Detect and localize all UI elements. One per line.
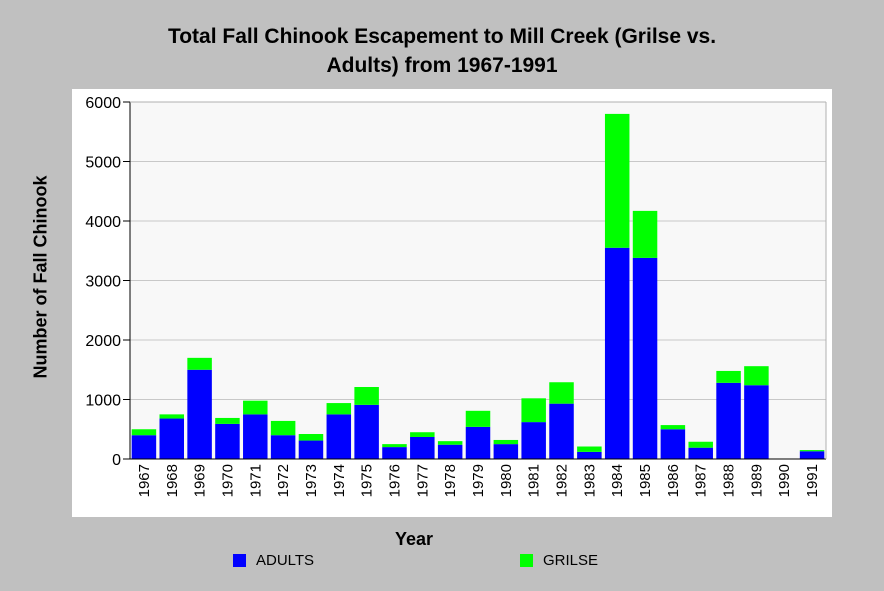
legend-item-grilse: GRILSE [520,552,598,569]
bar-adults-1987 [688,447,713,459]
y-tick-label: 0 [112,452,121,469]
bar-adults-1984 [604,247,630,459]
y-tick-label: 3000 [85,274,121,291]
bar-grilse-1969 [187,357,212,370]
x-tick-label: 1989 [748,464,765,497]
x-tick-label: 1978 [442,464,459,497]
x-tick-label: 1988 [721,464,738,497]
x-tick-label: 1975 [359,464,376,497]
x-tick-label: 1973 [303,464,320,497]
chart-title-line-1: Total Fall Chinook Escapement to Mill Cr… [167,25,717,48]
bar-adults-1991 [799,451,825,459]
bar-grilse-1977 [410,432,435,437]
x-tick-label: 1991 [804,464,821,497]
x-tick-label: 1972 [275,464,292,497]
chart-title-line-2: Adults) from 1967-1991 [326,54,558,77]
chart-title: Total Fall Chinook Escapement to Mill Cr… [0,22,884,80]
legend-item-adults: ADULTS [233,552,314,569]
bar-grilse-1980 [493,439,519,445]
bar-adults-1989 [744,385,769,459]
x-tick-label: 1980 [498,464,515,497]
bar-adults-1981 [521,422,546,459]
y-tick-label: 4000 [85,214,121,231]
x-tick-label: 1971 [247,464,264,497]
y-tick-label: 6000 [85,95,121,112]
bar-adults-1970 [215,423,240,459]
x-tick-label: 1970 [219,464,236,497]
bar-grilse-1975 [354,387,379,405]
bar-adults-1968 [159,418,185,459]
bar-adults-1972 [270,435,296,459]
y-tick-label: 1000 [85,393,121,410]
bar-grilse-1987 [688,441,713,448]
bar-grilse-1973 [298,434,324,441]
bar-grilse-1985 [632,210,658,258]
bar-grilse-1974 [326,403,352,415]
bar-grilse-1984 [604,113,630,248]
x-tick-label: 1986 [665,464,682,497]
bar-grilse-1988 [716,370,741,383]
bar-adults-1985 [632,257,658,459]
bar-adults-1974 [326,414,352,459]
x-tick-label: 1969 [192,464,209,497]
bar-grilse-1982 [549,382,574,404]
y-tick-label: 5000 [85,155,121,172]
bar-grilse-1967 [131,429,157,436]
x-tick-label: 1985 [637,464,654,497]
legend-swatch-adults [233,554,246,567]
x-tick-label: 1974 [331,464,348,497]
legend-swatch-grilse [520,554,533,567]
bar-adults-1969 [187,369,212,459]
x-tick-label: 1990 [776,464,793,497]
x-tick-label: 1984 [609,464,626,497]
bar-grilse-1970 [215,417,240,424]
x-tick-label: 1987 [693,464,710,497]
x-tick-label: 1968 [164,464,181,497]
bar-adults-1986 [660,429,686,459]
bar-adults-1975 [354,404,379,459]
bar-grilse-1991 [799,450,825,452]
bar-adults-1977 [410,436,435,459]
bar-adults-1976 [382,447,407,459]
bar-adults-1978 [437,444,463,459]
bar-adults-1973 [298,440,324,459]
bar-adults-1982 [549,403,574,459]
bar-adults-1979 [465,426,491,459]
legend-label-grilse: GRILSE [543,552,599,569]
x-tick-label: 1976 [386,464,403,497]
bar-adults-1971 [243,414,268,459]
x-tick-label: 1977 [414,464,431,497]
bar-grilse-1981 [521,398,546,423]
bar-grilse-1989 [744,366,769,386]
legend-label-adults: ADULTS [256,552,315,569]
bar-adults-1988 [716,382,741,459]
bar-grilse-1972 [270,420,296,436]
bar-grilse-1971 [243,400,268,415]
bar-adults-1983 [577,451,602,459]
x-tick-label: 1981 [526,464,543,497]
bar-adults-1980 [493,444,519,459]
x-tick-label: 1982 [554,464,571,497]
bar-grilse-1976 [382,444,407,448]
bar-grilse-1986 [660,425,686,430]
y-tick-label: 2000 [85,333,121,350]
bar-grilse-1979 [465,410,491,427]
y-axis-label: Number of Fall Chinook [30,175,51,379]
x-tick-label: 1983 [581,464,598,497]
x-tick-label: 1967 [136,464,153,497]
bar-adults-1967 [131,435,157,459]
bar-grilse-1983 [577,446,602,452]
bar-grilse-1968 [159,414,185,419]
bar-grilse-1978 [437,441,463,445]
x-tick-label: 1979 [470,464,487,497]
x-axis-label: Year [394,529,434,549]
